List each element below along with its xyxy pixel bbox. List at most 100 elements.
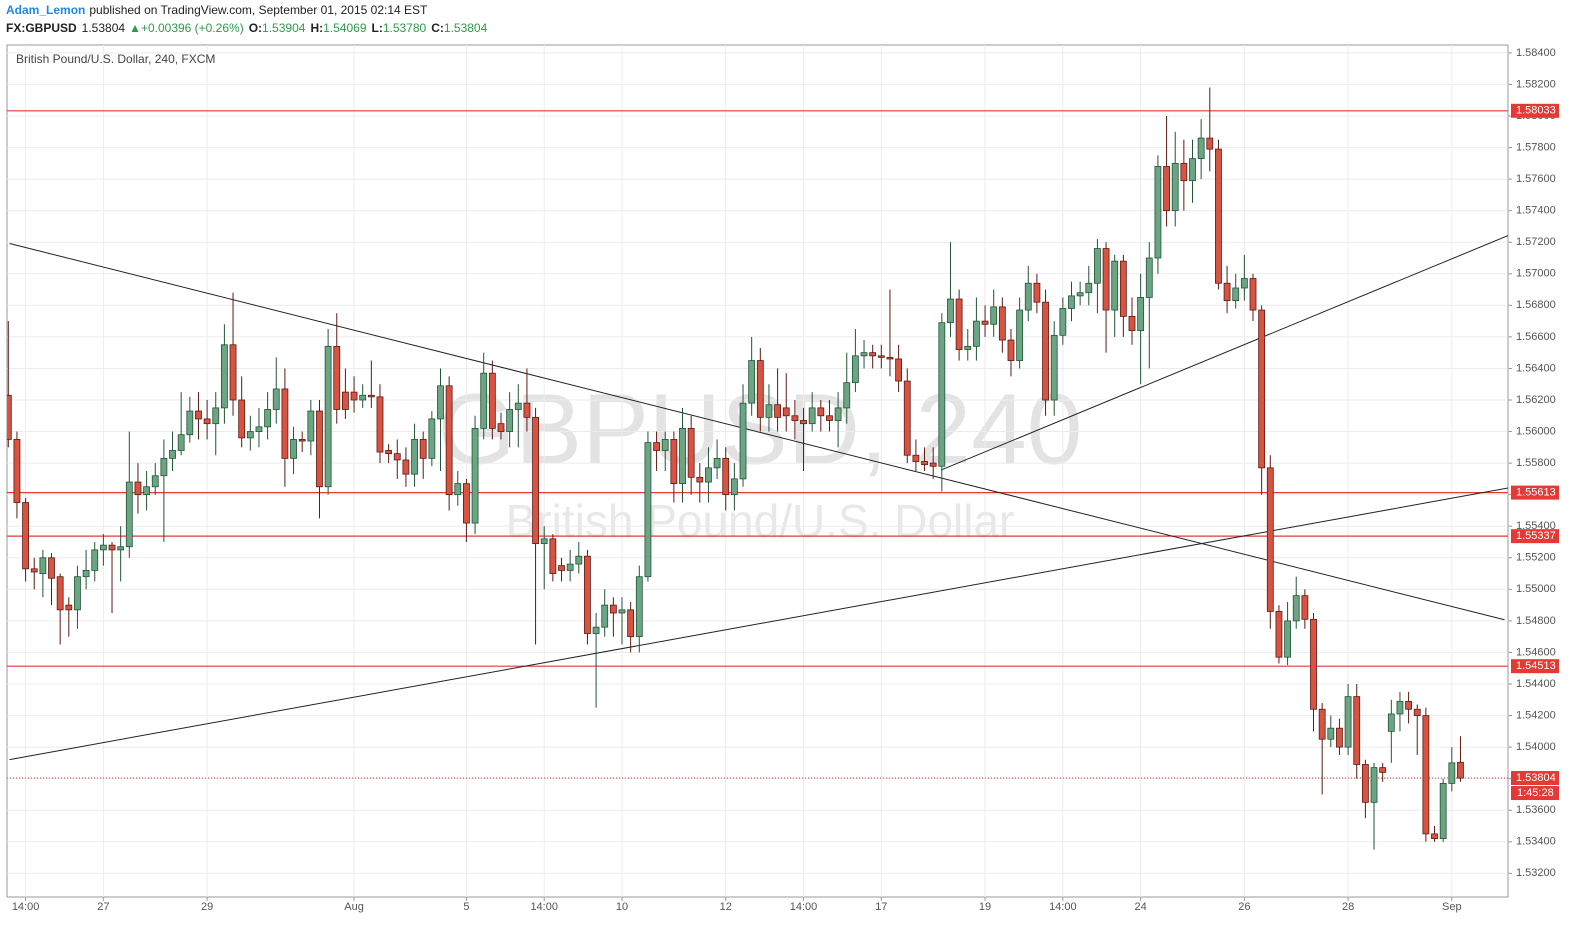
level-label-bg xyxy=(1511,485,1559,500)
candle-body xyxy=(834,407,842,421)
candle-body xyxy=(1145,257,1153,298)
candle-body xyxy=(765,404,773,418)
candle-body xyxy=(74,576,81,611)
candle-body xyxy=(1448,762,1456,784)
candle-body xyxy=(653,442,660,451)
x-tick-label: 17 xyxy=(875,901,887,913)
candle-body xyxy=(1457,761,1464,779)
candle-body xyxy=(998,306,1006,341)
candle-body xyxy=(635,576,643,638)
candle-body xyxy=(1119,260,1127,317)
candle-body xyxy=(877,355,885,358)
candle-body xyxy=(437,385,444,420)
candle-body xyxy=(324,345,332,488)
candle-body xyxy=(99,544,107,551)
candle-body xyxy=(774,404,781,418)
y-tick-label: 1.55400 xyxy=(1516,520,1556,532)
candle-body xyxy=(264,409,272,428)
candle-body xyxy=(65,604,73,611)
x-tick-label: Sep xyxy=(1442,901,1462,913)
y-tick-label: 1.55200 xyxy=(1516,552,1556,564)
candle-body xyxy=(1128,315,1136,331)
x-tick-label: 26 xyxy=(1238,901,1250,913)
candle-body xyxy=(644,442,652,578)
candle-body xyxy=(1284,620,1291,658)
candle-body xyxy=(56,576,64,611)
ohlc-label: O: xyxy=(249,21,262,35)
candle-body xyxy=(454,483,462,496)
candle-body xyxy=(1370,767,1378,803)
candle-body xyxy=(532,416,539,544)
arrow: ▲ xyxy=(129,21,141,35)
candle-body xyxy=(385,450,393,455)
level-label-bg xyxy=(1511,529,1559,544)
candle-body xyxy=(929,462,937,467)
candle-body xyxy=(964,345,972,350)
candle-body xyxy=(376,396,384,453)
candle-body xyxy=(627,609,635,638)
candle-body xyxy=(558,565,565,571)
candle-body xyxy=(592,626,600,634)
candle-body xyxy=(523,402,531,418)
candle-body xyxy=(1085,282,1093,294)
candle-body xyxy=(1206,137,1214,150)
candle-body xyxy=(947,298,954,324)
y-tick-label: 1.56800 xyxy=(1516,299,1556,311)
candle-body xyxy=(1405,700,1412,710)
candle-body xyxy=(869,352,877,357)
trend-line xyxy=(9,242,1505,621)
candle-body xyxy=(540,538,548,544)
candle-body xyxy=(471,427,479,524)
candle-body xyxy=(298,439,306,442)
candle-body xyxy=(428,418,436,459)
candle-body xyxy=(1171,162,1179,212)
candle-body xyxy=(1024,282,1032,311)
candle-body xyxy=(843,382,851,409)
candle-body xyxy=(601,604,609,628)
y-tick-label: 1.53400 xyxy=(1516,836,1556,848)
level-label: 1.55337 xyxy=(1516,530,1556,542)
x-tick-label: 14:00 xyxy=(790,901,818,913)
candle-body xyxy=(445,385,453,496)
symbol: FX:GBPUSD xyxy=(6,21,77,35)
candle-body xyxy=(1353,696,1361,765)
countdown-bg xyxy=(1511,786,1559,801)
candle-body xyxy=(1431,833,1438,840)
candle-body xyxy=(1422,715,1430,835)
plot-layer xyxy=(7,45,1508,897)
candle-body xyxy=(151,475,159,488)
candle-body xyxy=(1163,166,1170,212)
y-tick-label: 1.57800 xyxy=(1516,141,1556,153)
candle-body xyxy=(1318,708,1326,740)
candle-body xyxy=(290,439,297,459)
candle-body xyxy=(722,457,730,496)
candle-body xyxy=(7,394,12,440)
candle-body xyxy=(212,407,220,425)
ohlc-value: 1.53804 xyxy=(444,21,488,35)
x-tick-label: 10 xyxy=(616,901,628,913)
trend-line xyxy=(940,235,1508,471)
y-tick-label: 1.58400 xyxy=(1516,47,1556,59)
y-tick-label: 1.56000 xyxy=(1516,425,1556,437)
candle-body xyxy=(1327,727,1335,740)
y-tick-label: 1.54400 xyxy=(1516,678,1556,690)
x-tick-label: 27 xyxy=(97,901,109,913)
candle-body xyxy=(117,546,125,551)
candle-body xyxy=(488,372,496,429)
y-tick-label: 1.55000 xyxy=(1516,583,1556,595)
candle-body xyxy=(1310,618,1317,710)
author[interactable]: Adam_Lemon xyxy=(6,3,85,17)
candle-body xyxy=(1094,248,1101,284)
candle-body xyxy=(1016,309,1024,361)
y-tick-label: 1.57200 xyxy=(1516,236,1556,248)
candle-body xyxy=(229,344,237,401)
candle-body xyxy=(808,407,816,425)
candle-body xyxy=(91,549,99,571)
candle-body xyxy=(1154,166,1162,259)
candle-body xyxy=(1275,611,1283,658)
candle-body xyxy=(134,481,142,496)
candle-body xyxy=(1068,295,1075,309)
last-price-label: 1.53804 xyxy=(1516,772,1556,784)
plot-area xyxy=(6,44,1509,898)
